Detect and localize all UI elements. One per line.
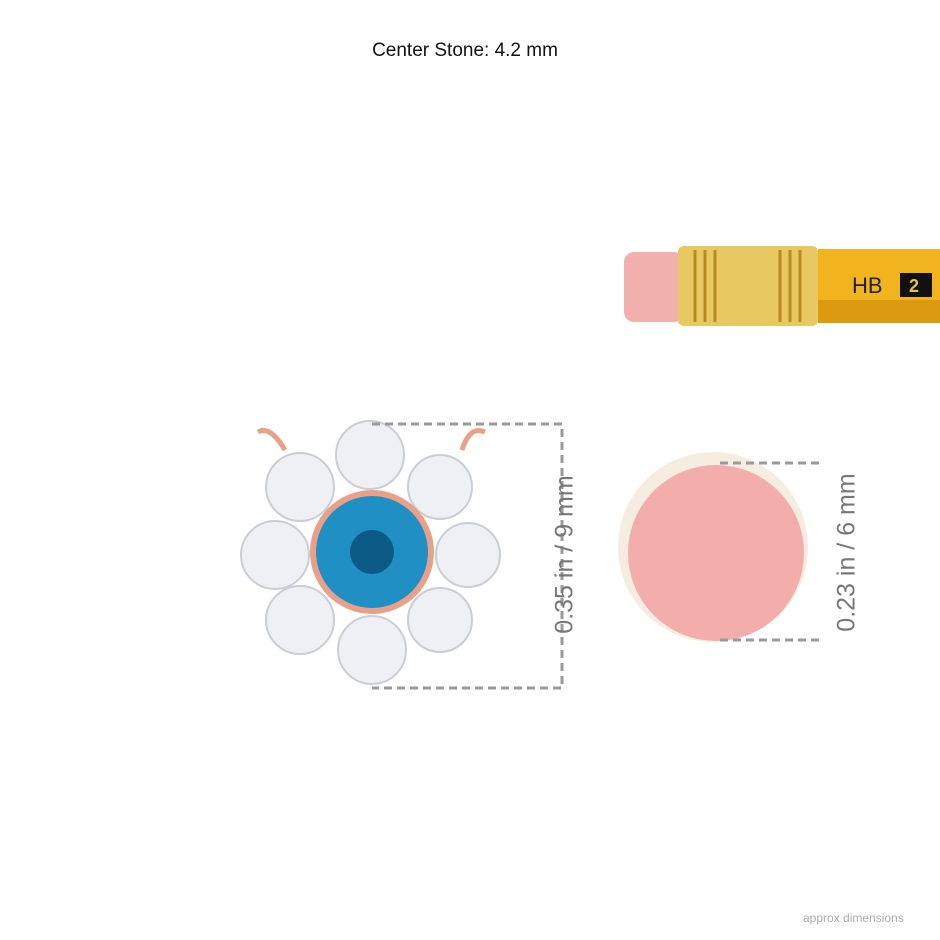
eraser-image [618, 452, 808, 642]
pendant-dimension-label: 0.35 in / 9 mm [550, 475, 579, 634]
pencil-number: 2 [909, 276, 919, 296]
pencil-image: HB 2 [624, 246, 940, 326]
pencil-grade: HB [852, 273, 883, 298]
approx-dimensions-note: approx dimensions [803, 911, 904, 925]
eraser-dimension-label: 0.23 in / 6 mm [832, 473, 861, 632]
eraser-dimension-lines [720, 461, 822, 642]
pendant-image [240, 420, 501, 685]
pendant-dimension-lines [372, 422, 564, 690]
center-stone-title: Center Stone: 4.2 mm [372, 40, 558, 61]
